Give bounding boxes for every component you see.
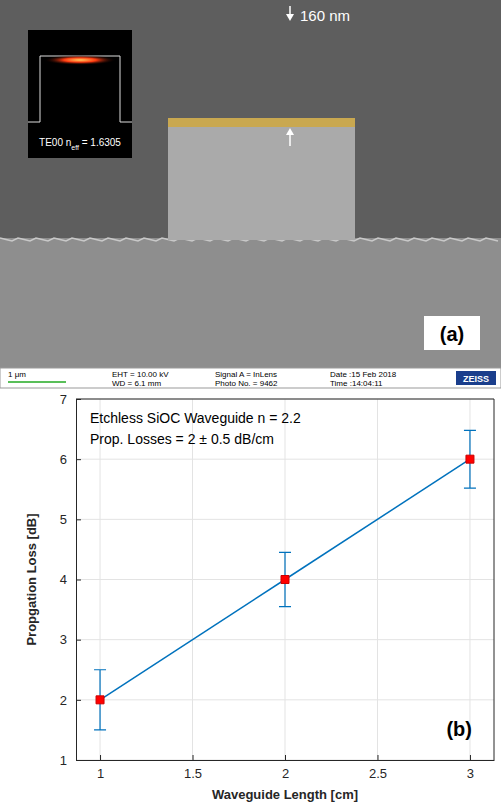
x-tick: 1.5 <box>184 755 202 781</box>
data-marker <box>96 696 104 704</box>
annotation: Etchless SiOC Waveguide n = 2.2 <box>90 410 301 426</box>
x-tick-label: 2.5 <box>369 766 387 781</box>
panel-label-box <box>424 316 480 350</box>
arrow-head <box>286 14 294 21</box>
mode-field <box>44 55 116 65</box>
substrate <box>0 238 501 368</box>
inset-background <box>28 30 132 158</box>
info-text: WD = 6.1 mm <box>112 379 161 388</box>
y-tick-mark <box>76 580 81 581</box>
info-text: Photo No. = 9462 <box>215 379 278 388</box>
info-text: Time :14:04:11 <box>330 379 383 388</box>
y-tick-label: 6 <box>60 452 67 467</box>
inset-label: TE00 neff = 1.6305 <box>39 137 121 151</box>
grid-line-y <box>76 399 494 400</box>
info-text: Signal A = InLens <box>215 370 277 379</box>
y-tick-mark <box>76 640 81 641</box>
data-marker <box>281 576 289 584</box>
annotation: Prop. Losses = 2 ± 0.5 dB/cm <box>90 431 274 447</box>
grid <box>76 399 494 760</box>
error-bar <box>94 670 106 730</box>
x-tick-mark <box>285 755 286 760</box>
y-tick-mark <box>76 459 81 460</box>
arrow-head <box>286 128 294 135</box>
y-tick-label: 4 <box>60 572 67 587</box>
grid-line-y <box>76 639 494 640</box>
data-marker <box>466 455 474 463</box>
scale-bar <box>8 381 66 383</box>
sioc-film <box>168 118 355 127</box>
data-line <box>100 459 470 700</box>
y-axis-title: Propgation Loss [dB] <box>24 513 39 645</box>
grid-line-y <box>76 459 494 460</box>
y-tick-label: 5 <box>60 512 67 527</box>
frame-top <box>76 399 494 400</box>
x-tick: 3 <box>467 755 474 781</box>
sem-background <box>0 0 501 368</box>
inset-outline <box>28 56 132 122</box>
inset-label-subscript: eff <box>71 144 79 151</box>
y-tick: 4 <box>60 572 81 587</box>
inset-label-text: TE00 n <box>39 137 71 148</box>
y-tick-label: 2 <box>60 692 67 707</box>
x-axis: 1 1.5 2 2.5 3 <box>77 755 495 781</box>
waveguide-ridge <box>168 118 355 240</box>
y-tick: 1 <box>60 753 81 768</box>
y-tick-mark <box>76 519 81 520</box>
chart: 1 1.5 2 2.5 3 1 2 3 4 5 6 7 Etchless SiOC Waveguide … <box>24 392 495 802</box>
brand: ZEISS <box>463 374 489 384</box>
y-tick: 2 <box>60 692 81 707</box>
info-bar-background <box>0 368 501 388</box>
inset-label-suffix: = 1.6305 <box>79 137 121 148</box>
brand-box <box>456 371 496 385</box>
x-tick-mark <box>100 755 101 760</box>
x-tick: 2 <box>282 755 289 781</box>
info-bar: 1 μm EHT = 10.00 kVWD = 6.1 mm Signal A = … <box>0 368 501 388</box>
panel-label: (a) <box>440 323 464 345</box>
y-tick: 6 <box>60 452 81 467</box>
y-tick: 3 <box>60 632 81 647</box>
plot-background <box>76 399 494 760</box>
x-tick-mark <box>193 755 194 760</box>
marks <box>94 430 476 730</box>
x-axis-line <box>77 760 495 761</box>
x-tick-mark <box>377 755 378 760</box>
y-tick-label: 1 <box>60 753 67 768</box>
y-tick-mark <box>76 700 81 701</box>
error-bar <box>464 430 476 488</box>
info-text: Date :15 Feb 2018 <box>330 370 397 379</box>
x-axis-title: Waveguide Length [cm] <box>212 787 358 802</box>
arrow-up <box>289 134 291 146</box>
y-tick-label: 3 <box>60 632 67 647</box>
grid-line-y <box>76 519 494 520</box>
panel-label: (b) <box>446 718 472 740</box>
y-axis: 1 2 3 4 5 6 7 <box>60 392 81 768</box>
x-tick-mark <box>470 755 471 760</box>
error-bar <box>279 552 291 606</box>
frame-right <box>494 399 495 760</box>
x-tick-label: 2 <box>282 766 289 781</box>
x-tick: 1 <box>97 755 104 781</box>
grid-line-y <box>76 699 494 700</box>
y-tick-label: 7 <box>60 392 67 407</box>
micrograph: 160 nm TE00 neff = 1.6305 (a) 1 μm EHT = 10.… <box>0 0 501 388</box>
x-tick-label: 1 <box>97 766 104 781</box>
scale-label: 1 μm <box>8 370 26 379</box>
y-tick-mark <box>76 760 81 761</box>
page: 160 nm TE00 neff = 1.6305 (a) 1 μm EHT = 10.… <box>0 0 501 805</box>
thickness-label: 160 nm <box>300 7 350 24</box>
x-tick-label: 3 <box>467 766 474 781</box>
y-tick: 5 <box>60 512 81 527</box>
x-tick-label: 1.5 <box>184 766 202 781</box>
info-text: EHT = 10.00 kV <box>112 370 169 379</box>
mode-inset: TE00 neff = 1.6305 <box>28 30 132 158</box>
x-tick: 2.5 <box>369 755 387 781</box>
